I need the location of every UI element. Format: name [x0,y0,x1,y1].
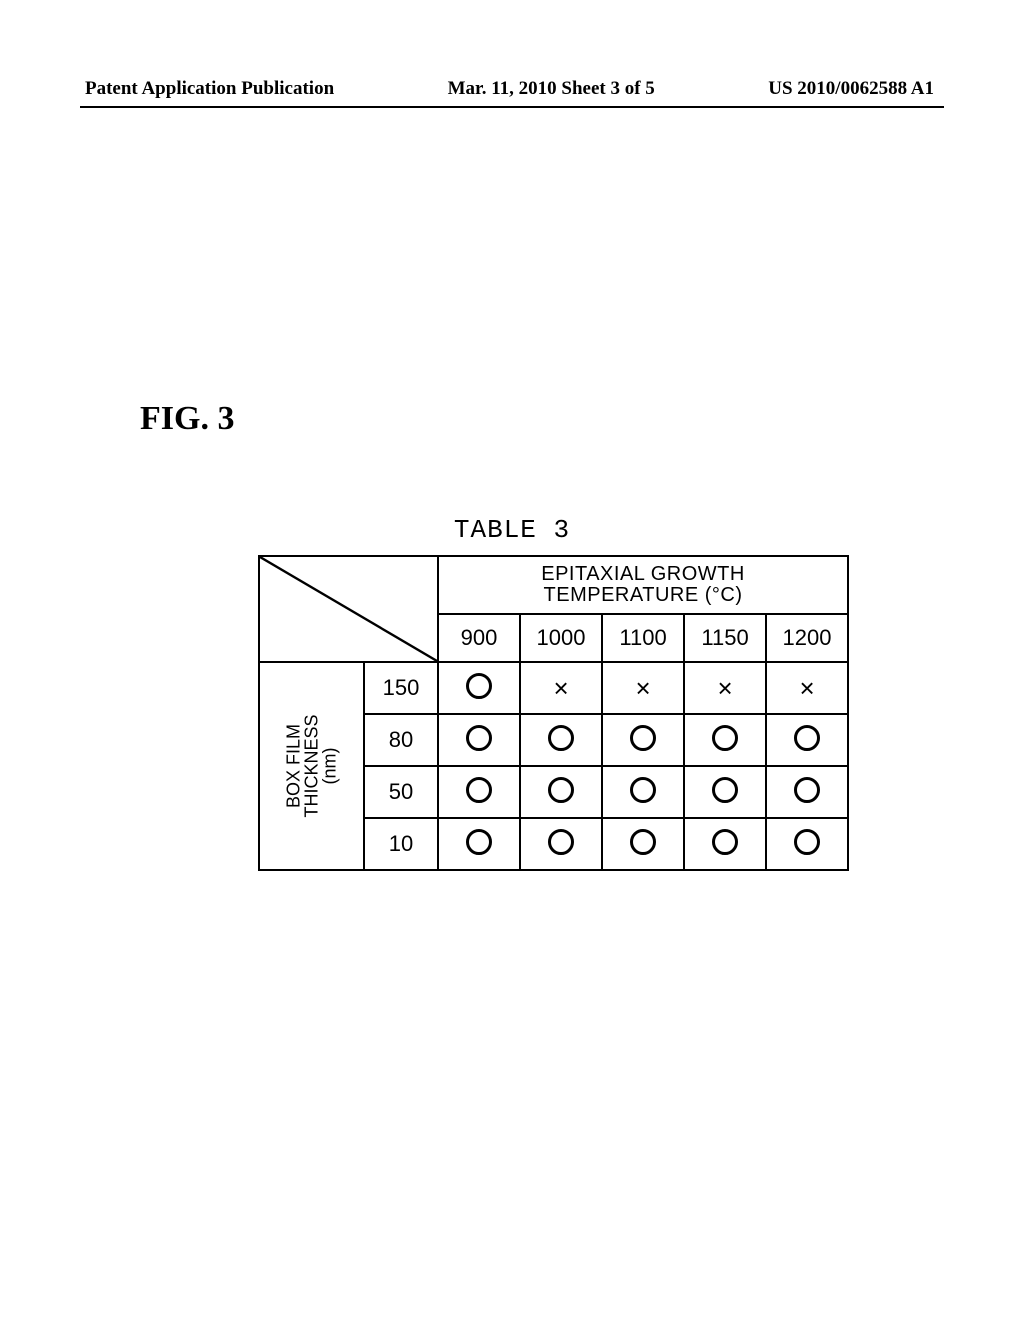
header-right: US 2010/0062588 A1 [768,78,934,100]
cell-0-1: × [520,662,602,714]
table-caption: TABLE 3 [0,515,1024,545]
col-group-header: EPITAXIAL GROWTH TEMPERATURE (°C) [438,556,848,614]
cell-1-2 [602,714,684,766]
cell-1-1 [520,714,602,766]
cell-2-4 [766,766,848,818]
cell-3-0 [438,818,520,870]
cell-1-0 [438,714,520,766]
thickness-1: 80 [364,714,438,766]
corner-cell [259,556,438,662]
cell-0-3: × [684,662,766,714]
thickness-2: 50 [364,766,438,818]
table-3: EPITAXIAL GROWTH TEMPERATURE (°C) 900 10… [258,555,849,871]
thickness-0: 150 [364,662,438,714]
cell-0-0 [438,662,520,714]
cell-1-4 [766,714,848,766]
temp-header-2: 1100 [602,614,684,662]
temp-header-1: 1000 [520,614,602,662]
cell-2-1 [520,766,602,818]
page-header: Patent Application Publication Mar. 11, … [0,78,1024,108]
cell-2-3 [684,766,766,818]
thickness-3: 10 [364,818,438,870]
header-center: Mar. 11, 2010 Sheet 3 of 5 [448,78,655,100]
cell-2-2 [602,766,684,818]
temp-header-3: 1150 [684,614,766,662]
cell-3-2 [602,818,684,870]
cell-0-4: × [766,662,848,714]
cell-3-4 [766,818,848,870]
cell-3-3 [684,818,766,870]
temp-header-0: 900 [438,614,520,662]
row-group-header: BOX FILM THICKNESS (nm) [259,662,364,870]
header-rule [80,106,944,108]
temp-header-4: 1200 [766,614,848,662]
cell-2-0 [438,766,520,818]
cell-0-2: × [602,662,684,714]
figure-label: FIG. 3 [140,400,234,438]
header-left: Patent Application Publication [85,78,334,100]
cell-3-1 [520,818,602,870]
cell-1-3 [684,714,766,766]
